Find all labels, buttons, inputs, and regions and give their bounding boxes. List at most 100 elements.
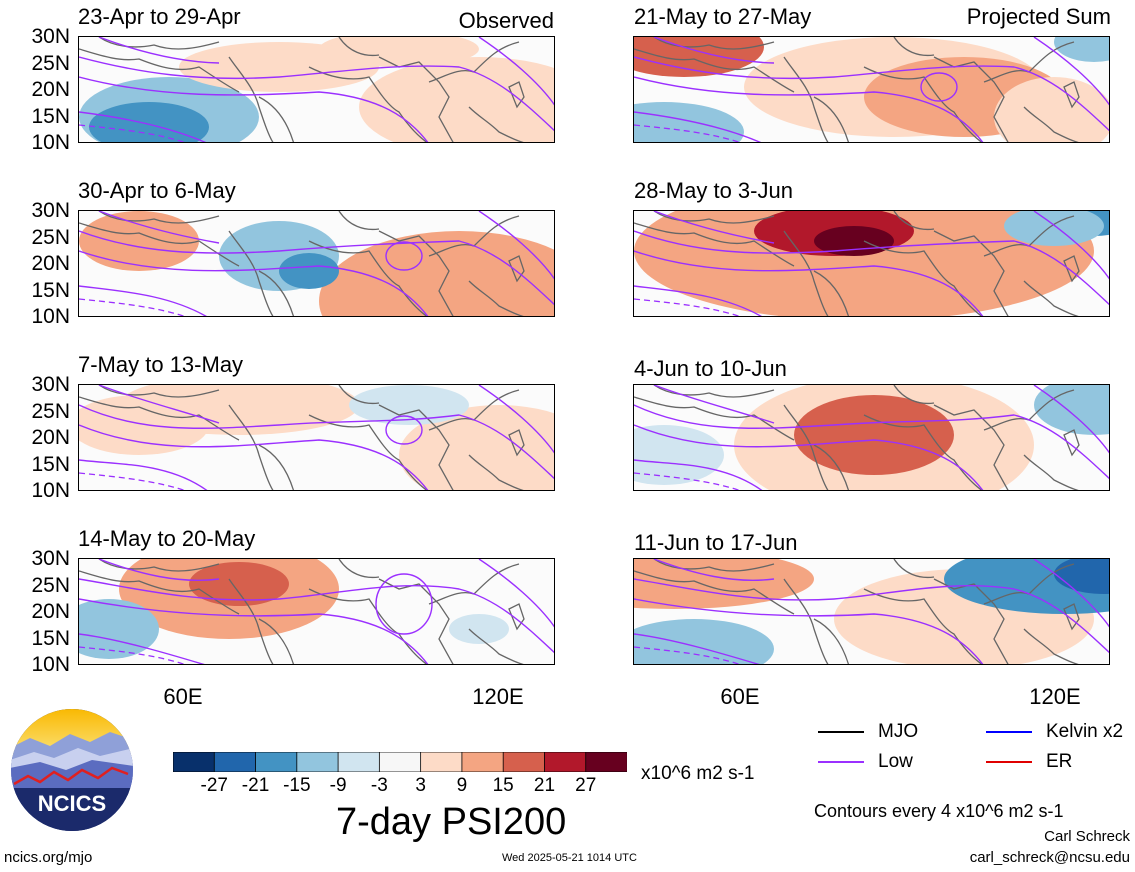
low-contour [79,285,207,316]
low-contour [634,111,762,142]
low-contour [634,459,763,490]
coastline [79,48,240,93]
colorbar-units: x10^6 m2 s-1 [641,763,755,784]
low-contour [634,578,1109,654]
low-contour-closed [385,241,423,271]
coastline [813,96,850,142]
low-contour-closed [375,573,433,635]
low-contour [79,633,205,664]
coastline [933,230,1009,316]
footer-email[interactable]: carl_schreck@ncsu.edu [969,849,1130,866]
coastline [258,270,295,316]
low-contour [98,385,220,424]
low-contours [79,37,554,142]
coastline [338,559,380,579]
lat-tick-row1-1: 30N [31,25,70,48]
low-contour [478,37,554,106]
coastline [228,230,274,316]
colorbar-tick-label: 15 [492,775,514,796]
low-contour [1033,385,1109,454]
coastline [1023,280,1079,316]
lat-tick-row2-4: 15N [31,278,70,302]
map-panel-right-3 [633,384,1110,491]
coastline [933,578,1009,664]
low-contour-dashed [634,472,741,490]
coastline [893,37,935,57]
map-panel-right-2 [633,210,1110,317]
coastline [863,588,983,664]
anomaly-blob [794,395,954,475]
low-contour [79,578,554,654]
map-panel-left-2 [78,210,555,317]
coastline [378,404,454,490]
anomaly-blob [634,559,814,609]
low-contour [79,56,554,132]
low-contour [79,424,429,490]
low-contour-dashed [634,646,741,664]
coastline [508,603,525,631]
coastline [634,222,795,267]
low-contour [98,37,220,64]
anomaly-shading [79,385,554,490]
panel-title-left-2: 30-Apr to 6-May [78,178,236,203]
coastlines [79,211,525,316]
coastline [258,96,295,142]
coastline [468,106,524,142]
anomaly-blob [179,42,379,92]
colorbar-tick-label: -15 [283,775,311,796]
contour-note: Contours every 4 x10^6 m2 s-1 [814,801,1064,821]
coastline [308,66,428,142]
low-contour [79,76,429,142]
colorbar-cell [255,751,298,773]
low-contour [79,111,207,142]
coastline [783,56,829,142]
coastline [1063,603,1080,631]
lat-tick-row3-2: 25N [31,399,70,423]
map-panel-left-4 [78,558,555,665]
map-panel-left-1 [78,36,555,143]
panel-title-right-1: 21-May to 27-May [634,4,812,29]
lat-tick-row4-2: 25N [31,573,70,597]
anomaly-shading [79,211,554,316]
low-contour [1033,37,1109,106]
coastline [634,570,795,615]
coastline [813,270,850,316]
colorbar-cell [502,751,546,773]
colorbar-cell [420,751,463,773]
coastline [933,404,1009,490]
low-contours [79,211,554,316]
colorbar-cell [378,751,422,773]
coastline [508,429,525,457]
coastline [98,211,220,224]
lat-tick-row3-5: 10N [31,479,70,502]
coastlines [79,559,525,664]
legend-low-label: Low [878,751,913,772]
legend-mjo-line [818,731,864,733]
lon-tick-right-60e: 60E [720,684,760,709]
low-contour-closed [385,415,423,445]
low-contour [1033,559,1109,628]
anomaly-blob [634,619,774,664]
coastline [1063,81,1080,109]
coastline [1023,106,1079,142]
observed-label: Observed [458,8,554,33]
anomaly-blob [449,614,509,644]
coastline [468,280,524,316]
panel-title-right-3: 4-Jun to 10-Jun [634,356,787,381]
coastline [338,385,380,405]
lon-tick-left-120e: 120E [472,684,524,709]
low-contour [634,633,760,664]
lat-tick-row3-1: 30N [31,373,70,396]
footer-site[interactable]: ncics.org/mjo [4,849,93,866]
low-contour [653,37,775,64]
logo-text: NCICS [38,791,106,816]
colorbar-cell [585,751,628,773]
coastline [508,81,525,109]
panel-title-right-2: 28-May to 3-Jun [634,178,793,203]
anomaly-blob [634,211,1094,316]
coastline [813,618,850,664]
low-contour [634,56,1109,132]
legend-mjo-label: MJO [878,721,919,742]
coastline [1063,255,1080,283]
coastline [783,578,829,664]
